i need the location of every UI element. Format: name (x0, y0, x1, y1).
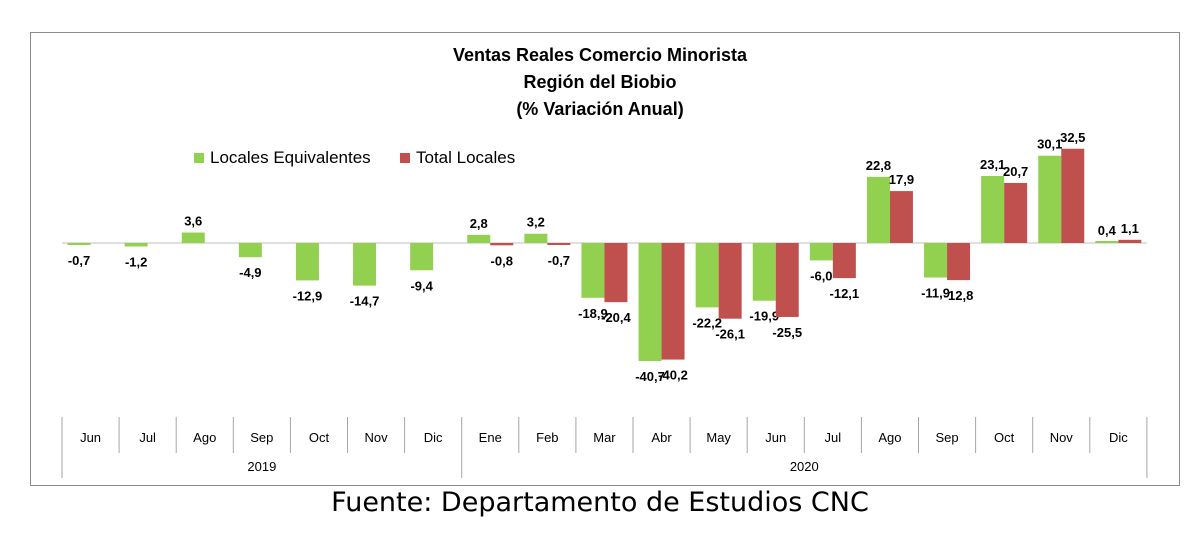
x-tick-label: Jul (825, 430, 842, 445)
bar-total-locales-jul (832, 243, 856, 279)
data-label: -12,1 (830, 286, 860, 301)
bar-total-locales-feb (547, 243, 571, 246)
bar-locales-equivalentes-ago (181, 232, 205, 243)
bar-locales-equivalentes-abr (638, 243, 662, 362)
bar-locales-equivalentes-feb (524, 233, 548, 243)
bar-total-locales-ene (490, 243, 514, 246)
x-tick-label: Nov (364, 430, 388, 445)
data-label: -14,7 (350, 294, 380, 309)
data-label: 0,4 (1098, 223, 1117, 238)
bar-total-locales-ago (889, 191, 913, 243)
bar-total-locales-nov (1061, 148, 1085, 243)
x-tick-label: Mar (593, 430, 616, 445)
x-tick-label: Oct (309, 430, 330, 445)
x-tick-label: Nov (1050, 430, 1074, 445)
x-tick-label: Oct (994, 430, 1015, 445)
data-label: -9,4 (410, 278, 433, 293)
bar-total-locales-oct (1004, 182, 1028, 243)
bar-locales-equivalentes-nov (1038, 155, 1062, 243)
bar-total-locales-abr (661, 243, 685, 360)
legend-label: Locales Equivalentes (210, 148, 371, 167)
x-tick-label: Ene (479, 430, 502, 445)
bar-locales-equivalentes-mar (581, 243, 605, 298)
data-label: -12,9 (293, 288, 323, 303)
x-tick-label: Sep (935, 430, 958, 445)
x-tick-label: Ago (878, 430, 901, 445)
x-tick-label: Feb (536, 430, 558, 445)
chart-title-line-1: Ventas Reales Comercio Minorista (452, 45, 748, 65)
data-label: -40,7 (635, 369, 665, 384)
chart-title-line-2: Región del Biobio (523, 72, 677, 92)
data-label: 3,6 (184, 214, 202, 229)
source-note: Fuente: Departamento de Estudios CNC (331, 487, 869, 518)
data-label: 3,2 (527, 215, 545, 230)
data-label: -6,0 (810, 268, 832, 283)
year-group-label: 2020 (790, 459, 819, 474)
bar-locales-equivalentes-ene (467, 234, 491, 243)
bar-total-locales-may (718, 243, 742, 319)
data-label: -26,1 (715, 327, 745, 342)
x-tick-label: Jun (80, 430, 101, 445)
data-label: -22,2 (692, 315, 722, 330)
data-label: -20,4 (601, 310, 631, 325)
legend-label: Total Locales (416, 148, 516, 167)
data-label: -4,9 (239, 265, 261, 280)
bar-total-locales-dic (1118, 239, 1142, 243)
x-tick-label: Sep (250, 430, 273, 445)
data-label: -11,9 (921, 286, 950, 301)
data-label: 1,1 (1121, 221, 1139, 236)
x-tick-label: Ago (193, 430, 216, 445)
bar-locales-equivalentes-jun (67, 243, 91, 246)
bar-locales-equivalentes-sep (238, 243, 262, 258)
data-label: -0,7 (548, 253, 570, 268)
data-label: 30,1 (1037, 137, 1062, 152)
data-label: -18,9 (578, 306, 608, 321)
legend-swatch-green (194, 153, 204, 163)
x-tick-label: May (706, 430, 731, 445)
x-tick-label: Abr (651, 430, 672, 445)
data-label: -25,5 (772, 325, 802, 340)
x-tick-label: Dic (424, 430, 443, 445)
bar-locales-equivalentes-oct (981, 176, 1005, 243)
bar-locales-equivalentes-jul (124, 243, 148, 247)
bar-total-locales-jun (775, 243, 799, 317)
bar-locales-equivalentes-may (695, 243, 719, 308)
data-label: 2,8 (470, 216, 488, 231)
bar-total-locales-sep (947, 243, 971, 281)
x-tick-label: Jul (139, 430, 156, 445)
bar-locales-equivalentes-dic (1095, 241, 1119, 243)
data-label: 32,5 (1060, 130, 1085, 145)
year-group-label: 2019 (247, 459, 276, 474)
legend-item-total-locales: Total Locales (400, 148, 515, 168)
bar-locales-equivalentes-oct (295, 243, 319, 281)
data-label: 20,7 (1003, 164, 1028, 179)
bar-locales-equivalentes-nov (353, 243, 377, 286)
legend-item-locales-equivalentes: Locales Equivalentes (194, 148, 371, 168)
bar-locales-equivalentes-dic (410, 243, 434, 271)
data-label: 22,8 (866, 158, 891, 173)
data-label: 17,9 (889, 172, 914, 187)
x-tick-label: Jun (765, 430, 786, 445)
data-label: 23,1 (980, 157, 1005, 172)
data-label: -0,7 (68, 253, 90, 268)
chart-title-line-3: (% Variación Anual) (516, 99, 684, 119)
data-label: -12,8 (944, 288, 974, 303)
x-tick-label: Dic (1109, 430, 1128, 445)
bar-locales-equivalentes-jul (809, 243, 833, 261)
bar-locales-equivalentes-jun (752, 243, 776, 301)
chart-frame (30, 32, 1180, 486)
bar-total-locales-mar (604, 243, 628, 303)
data-label: -0,8 (491, 253, 513, 268)
legend-swatch-red (400, 153, 410, 163)
data-label: -40,2 (658, 368, 688, 383)
bar-locales-equivalentes-ago (866, 176, 890, 243)
bar-locales-equivalentes-sep (924, 243, 948, 278)
data-label: -19,9 (749, 309, 779, 324)
data-label: -1,2 (125, 254, 147, 269)
